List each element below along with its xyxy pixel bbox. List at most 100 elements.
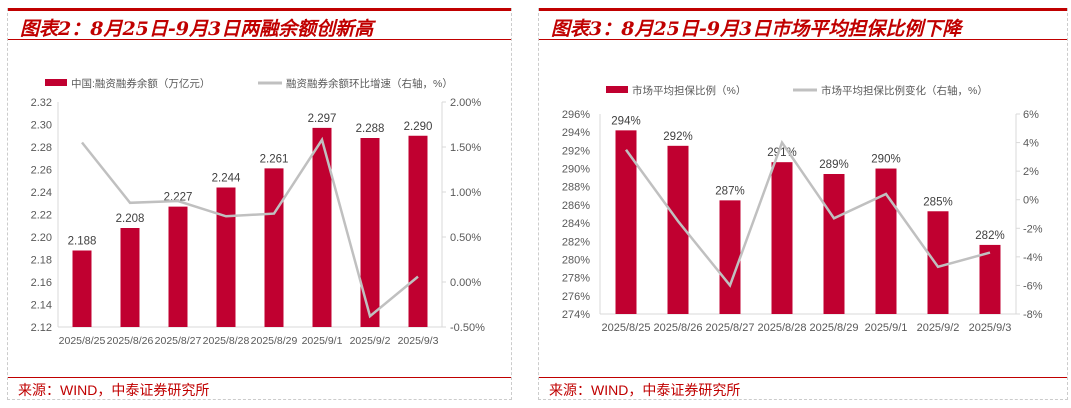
- y2-tick-label: 4%: [1023, 138, 1039, 150]
- bar-data-label: 282%: [975, 230, 1004, 242]
- bar-data-label: 2.288: [356, 123, 385, 135]
- y-tick-label: 278%: [562, 273, 590, 285]
- y2-tick-label: -8%: [1023, 309, 1043, 321]
- bar-data-label: 2.208: [116, 213, 145, 225]
- y2-tick-label: 1.50%: [450, 142, 481, 154]
- y-tick-label: 2.20: [31, 232, 52, 244]
- x-tick-label: 2025/9/2: [350, 335, 391, 347]
- bar-data-label: 2.244: [212, 173, 241, 185]
- bar-data-label: 292%: [663, 131, 692, 143]
- y2-tick-label: -6%: [1023, 280, 1043, 292]
- source-note: 来源：WIND，中泰证券研究所: [18, 382, 210, 398]
- y-tick-label: 2.16: [31, 277, 52, 289]
- y-tick-label: 282%: [562, 236, 590, 248]
- bar-data-label: 2.261: [260, 153, 289, 165]
- divider: [8, 39, 511, 40]
- x-tick-label: 2025/8/28: [203, 335, 250, 347]
- bar-data-label: 2.188: [68, 236, 97, 248]
- y-tick-label: 284%: [562, 218, 590, 230]
- bar-data-label: 287%: [715, 185, 744, 197]
- y-tick-label: 2.22: [31, 210, 52, 222]
- y-tick-label: 2.30: [31, 120, 52, 132]
- y-tick-label: 2.32: [31, 97, 52, 109]
- y2-tick-label: 2%: [1023, 166, 1039, 178]
- legend-label: 市场平均担保比例变化（右轴，%）: [821, 84, 988, 97]
- x-tick-label: 2025/9/3: [398, 335, 439, 347]
- y2-tick-label: 0.50%: [450, 232, 481, 244]
- line-series: [624, 139, 991, 288]
- x-tick-label: 2025/9/2: [917, 322, 960, 334]
- x-tick-label: 2025/9/3: [969, 322, 1012, 334]
- bar: [875, 168, 897, 314]
- y-tick-label: 286%: [562, 200, 590, 212]
- bar: [408, 135, 428, 327]
- y2-tick-label: -4%: [1023, 252, 1043, 264]
- y-tick-label: 2.14: [31, 300, 52, 312]
- title-bar: [8, 8, 511, 11]
- y-tick-label: 2.28: [31, 142, 52, 154]
- y-tick-label: 2.12: [31, 322, 52, 334]
- legend-bar-swatch: [606, 86, 628, 93]
- y2-tick-label: 6%: [1023, 109, 1039, 121]
- x-tick-label: 2025/9/1: [865, 322, 908, 334]
- x-tick-label: 2025/8/27: [155, 335, 202, 347]
- y-tick-label: 274%: [562, 309, 590, 321]
- x-tick-label: 2025/8/27: [706, 322, 755, 334]
- y2-tick-label: 0%: [1023, 195, 1039, 207]
- legend-label: 市场平均担保比例（%）: [632, 84, 746, 97]
- bar-data-label: 289%: [819, 159, 848, 171]
- bar: [979, 244, 1001, 314]
- x-tick-label: 2025/8/25: [59, 335, 106, 347]
- bar: [360, 138, 380, 327]
- x-tick-label: 2025/9/1: [302, 335, 343, 347]
- divider: [8, 377, 511, 378]
- bar: [312, 127, 332, 327]
- y2-tick-label: -0.50%: [450, 322, 485, 334]
- chart-panel-margin: 图表2：8月25日-9月3日两融余额创新高 来源：WIND，中泰证券研究所: [7, 8, 512, 400]
- legend-label: 中国:融资融券余额（万亿元）: [71, 77, 210, 90]
- title-bar: [539, 8, 1067, 11]
- y-tick-label: 280%: [562, 254, 590, 266]
- y-tick-label: 294%: [562, 127, 590, 139]
- y2-tick-label: 1.00%: [450, 187, 481, 199]
- bar: [120, 228, 140, 327]
- y-tick-label: 2.18: [31, 255, 52, 267]
- x-tick-label: 2025/8/29: [251, 335, 298, 347]
- y-tick-label: 296%: [562, 109, 590, 121]
- source-note: 来源：WIND，中泰证券研究所: [549, 382, 741, 398]
- bar: [168, 206, 188, 327]
- y-tick-label: 292%: [562, 145, 590, 157]
- bar-data-label: 290%: [871, 154, 900, 166]
- y2-tick-label: -2%: [1023, 223, 1043, 235]
- bar-data-label: 285%: [923, 196, 952, 208]
- bar: [719, 200, 741, 314]
- bar-data-label: 294%: [611, 115, 640, 127]
- bar: [72, 250, 92, 327]
- chart-title: 图表3：8月25日-9月3日市场平均担保比例下降: [551, 18, 962, 40]
- legend-bar-swatch: [45, 79, 67, 86]
- legend-label: 融资融券余额环比增速（右轴，%）: [286, 77, 453, 90]
- y-tick-label: 2.24: [31, 187, 52, 199]
- x-tick-label: 2025/8/28: [758, 322, 807, 334]
- chart-title: 图表2：8月25日-9月3日两融余额创新高: [20, 18, 374, 40]
- bar: [927, 211, 949, 314]
- chart-panel-collateral: 图表3：8月25日-9月3日市场平均担保比例下降 来源：WIND，中泰证券研究所: [538, 8, 1068, 400]
- divider: [539, 39, 1067, 40]
- bar: [823, 174, 845, 314]
- y2-tick-label: 0.00%: [450, 277, 481, 289]
- y-tick-label: 276%: [562, 291, 590, 303]
- bar: [667, 145, 689, 314]
- y-tick-label: 290%: [562, 164, 590, 176]
- line-series: [81, 136, 419, 319]
- x-tick-label: 2025/8/26: [107, 335, 154, 347]
- bar-data-label: 2.297: [308, 113, 337, 125]
- y2-tick-label: 2.00%: [450, 97, 481, 109]
- bar: [216, 187, 236, 327]
- x-tick-label: 2025/8/26: [654, 322, 703, 334]
- bar: [615, 130, 637, 314]
- y-tick-label: 288%: [562, 182, 590, 194]
- bar: [771, 162, 793, 314]
- divider: [539, 377, 1067, 378]
- x-tick-label: 2025/8/29: [810, 322, 859, 334]
